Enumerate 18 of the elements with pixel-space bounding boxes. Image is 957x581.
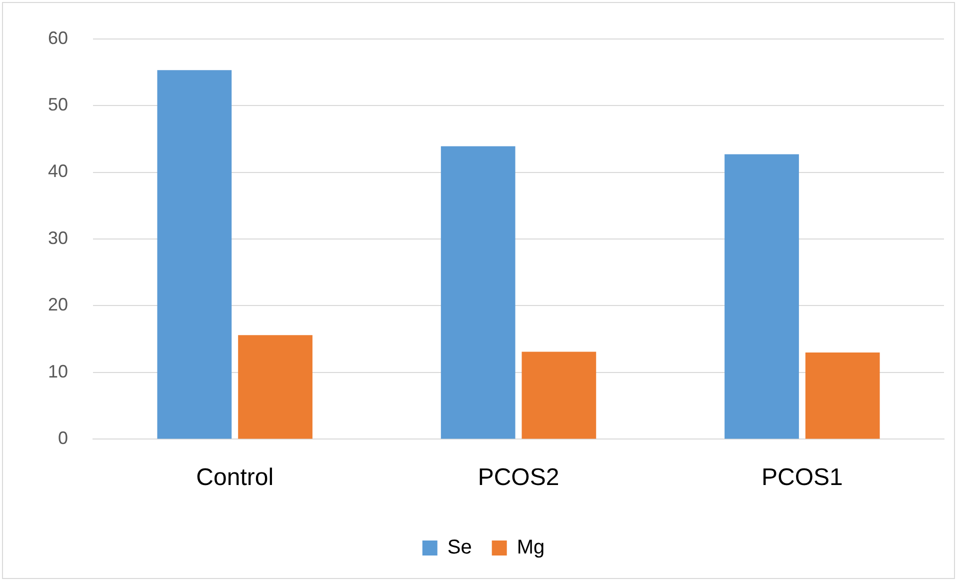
legend-label: Se [447, 536, 472, 559]
bar [724, 154, 799, 439]
x-tick-label: PCOS2 [478, 464, 560, 492]
y-tick-label: 10 [48, 361, 68, 382]
y-tick-label: 0 [58, 428, 68, 448]
x-tick-label: Control [196, 464, 274, 492]
y-tick-label: 60 [48, 28, 68, 48]
y-tick-label: 20 [48, 294, 68, 315]
bar [522, 352, 596, 439]
y-tick-label: 30 [48, 228, 68, 248]
y-tick-label: 50 [48, 94, 68, 114]
legend-label: Mg [516, 536, 545, 559]
y-tick-label: 40 [48, 161, 68, 182]
bar [157, 70, 232, 439]
x-tick-label: PCOS1 [761, 464, 843, 492]
bar [440, 146, 516, 439]
bar [238, 335, 312, 439]
bar [805, 352, 880, 439]
